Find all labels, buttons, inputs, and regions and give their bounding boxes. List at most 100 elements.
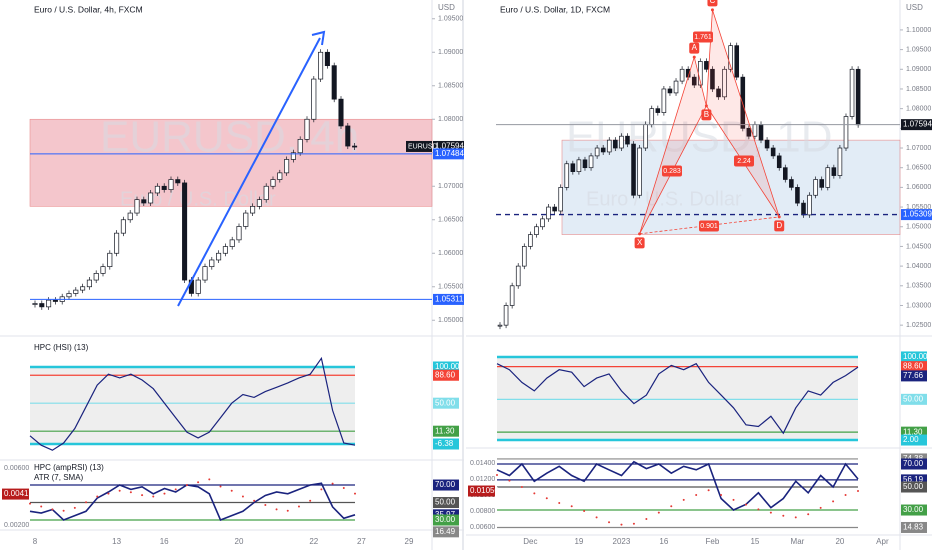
candle xyxy=(521,246,527,267)
y-tick-label: 1.10000 xyxy=(906,27,931,34)
candle xyxy=(52,299,58,302)
atr-dot xyxy=(29,502,31,505)
candle xyxy=(284,159,290,174)
candle xyxy=(837,147,843,176)
atr-dot xyxy=(354,492,356,495)
candle xyxy=(540,218,545,228)
trend-arrow xyxy=(177,37,321,307)
candle xyxy=(250,206,256,214)
x-tick-label: 15 xyxy=(750,537,759,546)
candle xyxy=(758,124,764,141)
atr-dot xyxy=(174,488,177,491)
x-tick-label: 20 xyxy=(835,537,844,546)
y-tick-label: 1.06000 xyxy=(906,184,931,191)
y-tick-label: 1.07000 xyxy=(438,183,463,190)
candle xyxy=(161,185,167,190)
candle xyxy=(148,192,154,204)
candle xyxy=(236,226,242,241)
y-tick-label: 1.04500 xyxy=(906,243,931,250)
price-label: 1.05311 xyxy=(435,295,464,304)
atr-dot xyxy=(844,494,847,497)
candle xyxy=(716,88,721,98)
candle xyxy=(32,303,38,305)
atr-dot xyxy=(744,503,747,506)
atr-dot xyxy=(807,513,810,516)
oscillator-line xyxy=(29,482,356,522)
atr-dot xyxy=(163,492,166,495)
level-label: 50.00 xyxy=(435,498,456,507)
ratio-label: 1.761 xyxy=(694,34,712,41)
pattern-point xyxy=(777,215,781,219)
ratio-box xyxy=(693,31,713,43)
atr-dot xyxy=(96,495,99,498)
chart-title: Euro / U.S. Dollar, 4h, FXCM xyxy=(34,4,143,14)
candle xyxy=(722,68,727,98)
candle xyxy=(263,185,269,201)
y-tick-label: 1.09500 xyxy=(438,16,463,23)
candle xyxy=(752,124,758,137)
level-label-box xyxy=(901,481,927,493)
atr-dot xyxy=(230,489,233,492)
level-label-box xyxy=(901,504,927,516)
atr-tick-label: 0.01200 xyxy=(470,476,495,483)
atr-dot xyxy=(732,498,735,501)
ratio-box xyxy=(699,220,719,232)
price-label: 1.07594 xyxy=(903,120,932,129)
atr-dot xyxy=(73,506,76,509)
atr-dot xyxy=(496,474,498,477)
candle xyxy=(825,167,831,188)
candle xyxy=(776,155,782,169)
pattern-point xyxy=(692,55,696,59)
atr-tick-label: 0.00200 xyxy=(4,522,29,529)
candle xyxy=(673,80,679,94)
candle xyxy=(120,219,126,234)
atr-dot xyxy=(670,505,673,508)
x-tick-label: 2023 xyxy=(613,537,631,546)
x-tick-label: Apr xyxy=(876,537,889,546)
arrow-head xyxy=(311,30,326,46)
atr-dot xyxy=(51,508,54,511)
atr-dot xyxy=(253,499,256,502)
atr-dot xyxy=(141,494,144,497)
candle xyxy=(127,212,133,221)
level-label: 50.00 xyxy=(903,394,924,403)
candle xyxy=(256,199,262,207)
atr-label-box xyxy=(468,485,495,497)
level-label: 100.00 xyxy=(435,362,460,371)
candle xyxy=(175,179,181,184)
atr-dot xyxy=(275,508,278,511)
candle xyxy=(345,125,351,147)
atr-dot xyxy=(608,521,611,524)
candle xyxy=(819,179,825,188)
pattern-label-box xyxy=(689,42,700,54)
candle xyxy=(318,51,324,80)
x-tick-label: 16 xyxy=(160,537,169,546)
level-label: 56.19 xyxy=(903,475,924,484)
ratio-label: 0.283 xyxy=(663,168,681,175)
candle xyxy=(801,202,806,216)
atr-tick-label: 0.00600 xyxy=(4,465,29,472)
oscillator-line xyxy=(29,356,356,451)
candle xyxy=(229,239,235,247)
pattern-label: X xyxy=(637,238,643,247)
pattern-label: B xyxy=(704,110,709,119)
atr-dot xyxy=(682,498,685,501)
level-label: 88.60 xyxy=(903,362,924,371)
candle xyxy=(576,159,582,172)
atr-dot xyxy=(720,494,723,497)
y-tick-label: 1.04000 xyxy=(906,263,931,270)
candle xyxy=(691,76,697,86)
candle xyxy=(582,159,588,169)
candle xyxy=(600,147,606,153)
atr-dot xyxy=(219,485,222,488)
candle xyxy=(277,172,283,180)
candle xyxy=(168,179,174,190)
y-tick-label: 1.08500 xyxy=(906,86,931,93)
candle xyxy=(222,246,228,254)
atr-dot xyxy=(583,510,586,513)
candle xyxy=(606,139,612,153)
level-label-box xyxy=(433,425,459,437)
price-label: 1.05309 xyxy=(903,210,932,219)
y-tick-label: 1.08000 xyxy=(906,105,931,112)
level-label-box xyxy=(433,479,459,491)
